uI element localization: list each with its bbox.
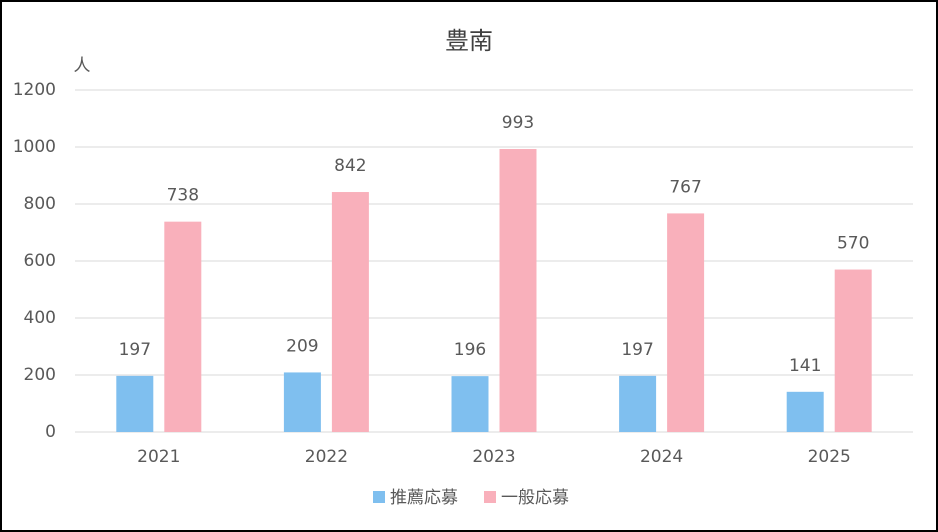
chart-title: 豊南 — [445, 27, 493, 55]
data-label: 141 — [789, 356, 821, 376]
legend-label: 一般応募 — [501, 488, 569, 508]
y-tick-label: 600 — [24, 251, 56, 271]
x-tick-label: 2022 — [305, 447, 348, 467]
bar — [499, 148, 537, 432]
data-label: 767 — [669, 177, 701, 197]
x-tick-label: 2021 — [137, 447, 180, 467]
x-tick-label: 2024 — [640, 447, 683, 467]
y-tick-label: 1000 — [13, 137, 56, 157]
bar — [164, 221, 202, 432]
legend-swatch — [373, 491, 385, 503]
bar — [451, 376, 489, 432]
bar — [834, 269, 872, 432]
bar — [331, 192, 369, 432]
data-label: 196 — [454, 340, 486, 360]
y-axis-label: 人 — [74, 56, 91, 76]
x-tick-label: 2023 — [472, 447, 515, 467]
legend-label: 推薦応募 — [390, 488, 458, 508]
data-label: 197 — [119, 340, 151, 360]
data-label: 842 — [334, 156, 366, 176]
legend-swatch — [484, 491, 496, 503]
data-label: 738 — [167, 186, 199, 206]
y-tick-label: 200 — [24, 365, 56, 385]
x-tick-label: 2025 — [808, 447, 851, 467]
bar — [619, 375, 657, 432]
y-tick-label: 800 — [24, 194, 56, 214]
data-label: 993 — [502, 113, 534, 133]
bar — [786, 391, 824, 432]
data-label: 209 — [286, 336, 318, 356]
y-tick-label: 400 — [24, 308, 56, 328]
bar — [116, 375, 154, 432]
data-label: 570 — [837, 234, 869, 254]
bar — [667, 213, 705, 432]
y-tick-label: 0 — [45, 422, 56, 442]
bar — [283, 372, 321, 432]
data-label: 197 — [621, 340, 653, 360]
y-tick-label: 1200 — [13, 80, 56, 100]
